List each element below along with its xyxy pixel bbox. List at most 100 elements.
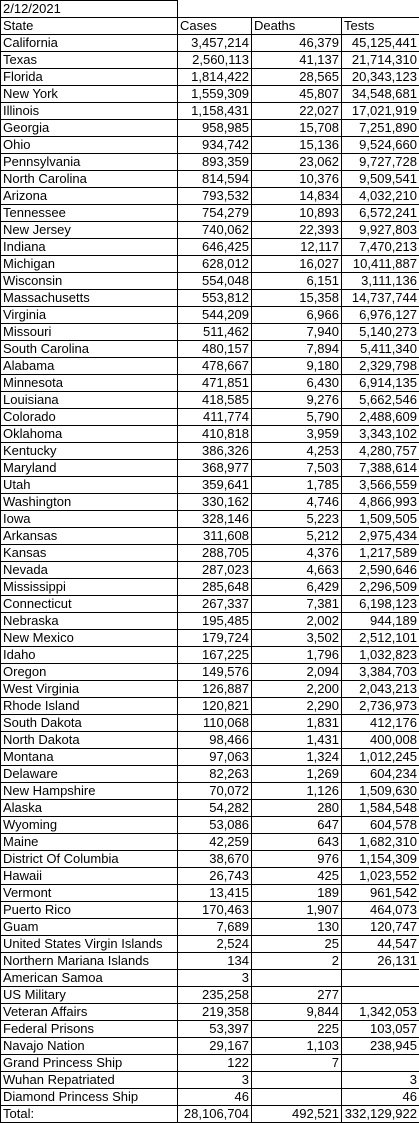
number-cell: 1,158,431 (177, 102, 252, 120)
number-cell: 7,381 (251, 595, 342, 613)
data-row: Northern Mariana Islands 134 2 26,131 (0, 952, 419, 970)
data-row: Pennsylvania 893,359 23,062 9,727,728 (0, 153, 419, 171)
number-cell: 814,594 (177, 170, 252, 188)
number-cell: 410,818 (177, 425, 252, 443)
number-cell: 122 (177, 1054, 252, 1072)
number-cell: 287,023 (177, 561, 252, 579)
number-cell: 2 (251, 952, 342, 970)
number-cell: 44,547 (341, 935, 419, 953)
data-row: Utah 359,641 1,785 3,566,559 (0, 476, 419, 494)
number-cell: 15,358 (251, 289, 342, 307)
state-cell: New York (0, 85, 178, 103)
number-cell: 26,743 (177, 867, 252, 885)
number-cell: 23,062 (251, 153, 342, 171)
state-cell: South Dakota (0, 714, 178, 732)
data-row: Wyoming 53,086 647 604,578 (0, 816, 419, 834)
number-cell: 1,126 (251, 782, 342, 800)
state-cell: South Carolina (0, 340, 178, 358)
number-cell: 471,851 (177, 374, 252, 392)
number-cell: 46 (341, 1088, 419, 1106)
state-cell: Maryland (0, 459, 178, 477)
number-cell: 10,376 (251, 170, 342, 188)
number-cell: 6,914,135 (341, 374, 419, 392)
number-cell: 15,708 (251, 119, 342, 137)
data-row: District Of Columbia 38,670 976 1,154,309 (0, 850, 419, 868)
data-row: Delaware 82,263 1,269 604,234 (0, 765, 419, 783)
number-cell: 126,887 (177, 680, 252, 698)
state-cell: Navajo Nation (0, 1037, 178, 1055)
state-cell: Mississippi (0, 578, 178, 596)
number-cell: 604,578 (341, 816, 419, 834)
state-cell: Missouri (0, 323, 178, 341)
number-cell: 1,682,310 (341, 833, 419, 851)
data-row: Tennessee 754,279 10,893 6,572,241 (0, 204, 419, 222)
state-cell: Colorado (0, 408, 178, 426)
number-cell: 22,027 (251, 102, 342, 120)
number-cell: 9,524,660 (341, 136, 419, 154)
number-cell: 1,796 (251, 646, 342, 664)
number-cell: 41,137 (251, 51, 342, 69)
number-cell: 5,790 (251, 408, 342, 426)
date-cell: 2/12/2021 (0, 0, 178, 18)
state-cell: Rhode Island (0, 697, 178, 715)
number-cell: 21,714,310 (341, 51, 419, 69)
state-cell: North Dakota (0, 731, 178, 749)
number-cell: 2,736,973 (341, 697, 419, 715)
number-cell: 20,343,123 (341, 68, 419, 86)
data-row: Navajo Nation 29,167 1,103 238,945 (0, 1037, 419, 1055)
number-cell: 3,111,136 (341, 272, 419, 290)
data-row: New Mexico 179,724 3,502 2,512,101 (0, 629, 419, 647)
number-cell: 961,542 (341, 884, 419, 902)
number-cell: 17,021,919 (341, 102, 419, 120)
data-row: Grand Princess Ship 122 7 (0, 1054, 419, 1072)
number-cell: 28,565 (251, 68, 342, 86)
number-cell: 45,807 (251, 85, 342, 103)
number-cell: 82,263 (177, 765, 252, 783)
number-cell: 25 (251, 935, 342, 953)
data-row: North Carolina 814,594 10,376 9,509,541 (0, 170, 419, 188)
data-row: Massachusetts 553,812 15,358 14,737,744 (0, 289, 419, 307)
number-cell: 647 (251, 816, 342, 834)
number-cell: 1,269 (251, 765, 342, 783)
number-cell: 189 (251, 884, 342, 902)
state-cell: Federal Prisons (0, 1020, 178, 1038)
number-cell: 1,907 (251, 901, 342, 919)
number-cell: 740,062 (177, 221, 252, 239)
number-cell: 2,094 (251, 663, 342, 681)
number-cell: 7,940 (251, 323, 342, 341)
data-row: North Dakota 98,466 1,431 400,008 (0, 731, 419, 749)
number-cell: 793,532 (177, 187, 252, 205)
number-cell: 34,548,681 (341, 85, 419, 103)
number-cell (341, 1054, 419, 1072)
state-cell: Kansas (0, 544, 178, 562)
data-row: Georgia 958,985 15,708 7,251,890 (0, 119, 419, 137)
number-cell: 3,502 (251, 629, 342, 647)
number-cell: 6,151 (251, 272, 342, 290)
state-cell: Puerto Rico (0, 901, 178, 919)
data-row: Ohio 934,742 15,136 9,524,660 (0, 136, 419, 154)
total-number-cell: 332,129,922 (341, 1105, 419, 1123)
state-cell: American Samoa (0, 969, 178, 987)
number-cell: 944,189 (341, 612, 419, 630)
number-cell: 219,358 (177, 1003, 252, 1021)
data-row: Wuhan Repatriated 3 3 (0, 1071, 419, 1089)
number-cell: 7 (251, 1054, 342, 1072)
data-row: Alaska 54,282 280 1,584,548 (0, 799, 419, 817)
number-cell: 3,566,559 (341, 476, 419, 494)
number-cell: 70,072 (177, 782, 252, 800)
state-cell: Veteran Affairs (0, 1003, 178, 1021)
data-row: Oregon 149,576 2,094 3,384,703 (0, 663, 419, 681)
header-cell: Tests (341, 17, 419, 35)
number-cell: 1,831 (251, 714, 342, 732)
data-row: Hawaii 26,743 425 1,023,552 (0, 867, 419, 885)
state-cell: Virginia (0, 306, 178, 324)
number-cell: 359,641 (177, 476, 252, 494)
state-cell: Oregon (0, 663, 178, 681)
data-row: United States Virgin Islands 2,524 25 44,54… (0, 935, 419, 953)
number-cell: 54,282 (177, 799, 252, 817)
number-cell: 12,117 (251, 238, 342, 256)
data-row: Guam 7,689 130 120,747 (0, 918, 419, 936)
state-cell: Wisconsin (0, 272, 178, 290)
number-cell (251, 1071, 342, 1089)
state-cell: Vermont (0, 884, 178, 902)
